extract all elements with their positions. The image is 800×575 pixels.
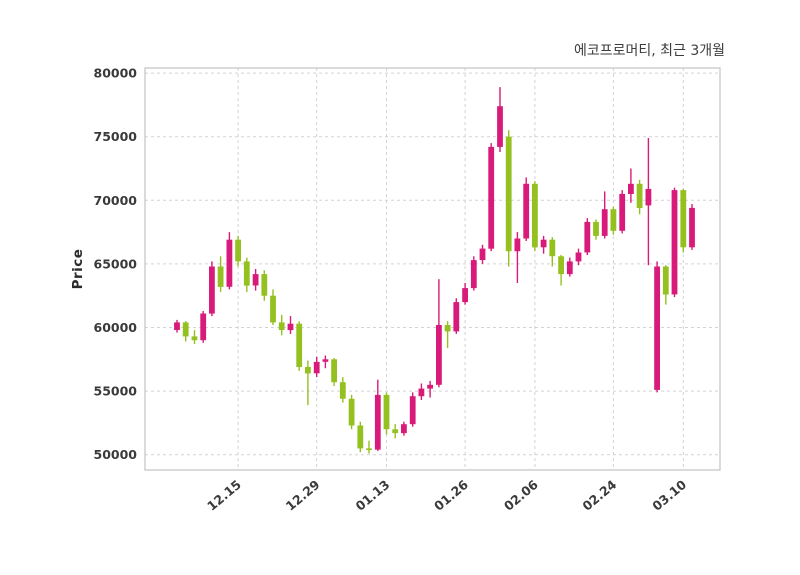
svg-text:03.10: 03.10 xyxy=(649,477,689,514)
svg-text:02.24: 02.24 xyxy=(579,477,619,514)
y-axis-label: Price xyxy=(70,248,86,290)
svg-text:70000: 70000 xyxy=(94,193,138,208)
svg-text:12.29: 12.29 xyxy=(283,477,323,514)
svg-text:50000: 50000 xyxy=(94,447,138,462)
svg-text:55000: 55000 xyxy=(94,384,138,399)
svg-text:01.13: 01.13 xyxy=(352,477,392,514)
svg-text:12.15: 12.15 xyxy=(204,477,244,514)
svg-text:75000: 75000 xyxy=(94,129,138,144)
svg-text:65000: 65000 xyxy=(94,256,138,271)
svg-text:60000: 60000 xyxy=(94,320,138,335)
chart-title: 에코프로머티, 최근 3개월 xyxy=(573,43,725,59)
svg-text:01.26: 01.26 xyxy=(431,477,471,514)
svg-text:80000: 80000 xyxy=(94,66,138,81)
svg-text:02.06: 02.06 xyxy=(501,477,541,514)
